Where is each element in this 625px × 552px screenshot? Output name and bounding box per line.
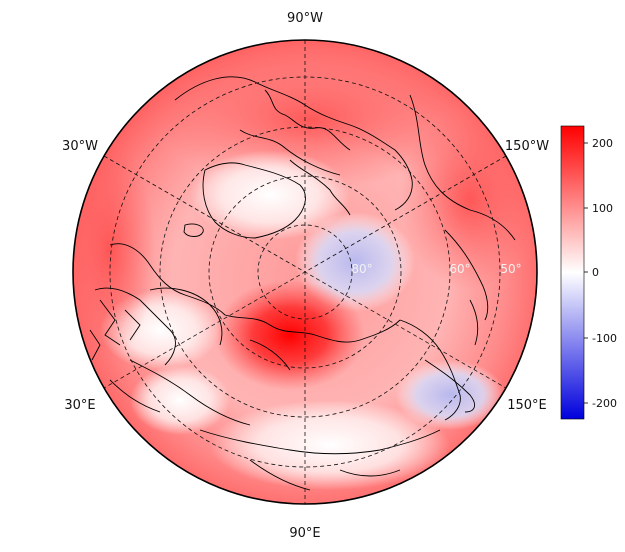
colorbar-label-200: 200 xyxy=(592,137,613,150)
colorbar-label-100: 100 xyxy=(592,202,613,215)
graticule xyxy=(103,40,507,504)
lon-label-top: 90°W xyxy=(287,11,323,26)
lon-label-bottom: 90°E xyxy=(289,526,320,541)
map-boundary xyxy=(72,39,538,505)
lon-label-lower-left: 30°E xyxy=(64,398,95,413)
anomaly-field xyxy=(73,40,537,504)
colorbar-gradient xyxy=(560,125,585,420)
lon-label-upper-left: 30°W xyxy=(62,139,98,154)
coastlines xyxy=(89,76,516,491)
lat-label-50: 50° xyxy=(500,262,521,276)
latitude-circle-80 xyxy=(257,224,353,320)
lat-label-60: 60° xyxy=(449,262,470,276)
colorbar: 200 100 0 -100 -200 xyxy=(560,125,617,420)
lon-label-upper-right: 150°W xyxy=(505,139,549,154)
latitude-circle-60 xyxy=(159,126,451,418)
colorbar-label-minus200: -200 xyxy=(592,397,617,410)
colorbar-label-0: 0 xyxy=(592,266,599,279)
meridian-150 xyxy=(103,155,507,389)
lat-label-80: 80° xyxy=(351,262,372,276)
lon-label-lower-right: 150°E xyxy=(507,398,547,413)
colorbar-label-minus100: -100 xyxy=(592,332,617,345)
